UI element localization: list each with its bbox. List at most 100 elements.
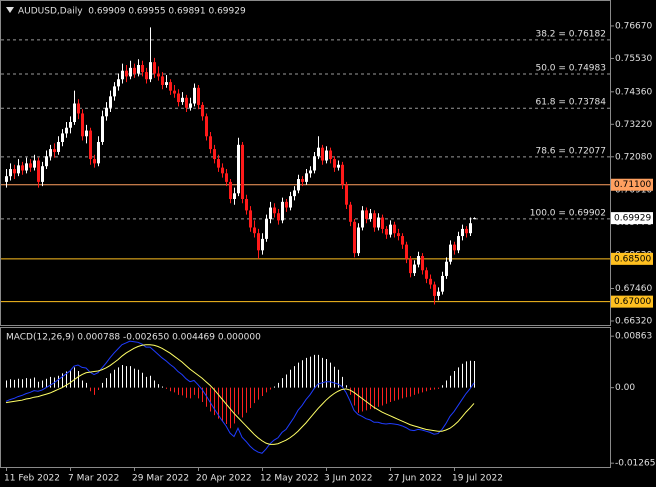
candle-body <box>133 67 136 74</box>
level-label-box <box>611 295 653 308</box>
candle-body <box>13 169 16 174</box>
candle-body <box>377 217 380 228</box>
level-label: 0.68500 <box>614 254 651 264</box>
candle-body <box>33 160 36 168</box>
candle-body <box>229 181 232 199</box>
candle-body <box>217 159 220 168</box>
candle-body <box>117 79 120 87</box>
candle-body <box>449 244 452 262</box>
candle-body <box>73 103 76 123</box>
candle-body <box>129 67 132 77</box>
candle-body <box>409 258 412 274</box>
last-price-box <box>611 212 653 225</box>
candle-body <box>101 116 104 142</box>
candle-body <box>121 70 124 80</box>
candle-body <box>253 227 256 234</box>
candle-body <box>185 97 188 108</box>
candle-body <box>273 207 276 214</box>
candle-body <box>149 62 152 80</box>
candle-body <box>373 213 376 228</box>
x-tick-label: 3 Jun 2022 <box>324 474 372 484</box>
candle-body <box>37 160 40 182</box>
macd-panel-border <box>0 327 611 468</box>
candle-body <box>301 179 304 182</box>
candle-body <box>465 228 468 234</box>
candle-body <box>153 62 156 74</box>
candle-body <box>81 113 84 137</box>
candle-body <box>333 159 336 168</box>
candle-body <box>321 147 324 161</box>
candle-body <box>241 144 244 199</box>
candle-body <box>365 210 368 219</box>
level-label-box <box>611 178 653 191</box>
candle-body <box>349 204 352 222</box>
last-price-label: 0.69929 <box>614 214 651 224</box>
candle-body <box>197 87 200 105</box>
candle-body <box>393 224 396 234</box>
candle-body <box>9 169 12 177</box>
level-label-box <box>611 252 653 265</box>
candle-body <box>329 150 332 160</box>
candle-body <box>113 86 116 97</box>
candle-body <box>141 65 144 73</box>
candle-body <box>125 70 128 77</box>
y-tick-label: 0.00 <box>615 383 635 393</box>
candle-body <box>293 190 296 197</box>
candle-body <box>209 136 212 150</box>
candle-body <box>177 93 180 103</box>
candle-body <box>281 201 284 221</box>
candle-body <box>445 261 448 276</box>
macd-title: MACD(12,26,9) 0.000788 -0.002650 0.00446… <box>6 333 261 343</box>
level-label: 0.67000 <box>614 297 651 307</box>
candle-body <box>389 224 392 235</box>
candle-body <box>317 147 320 157</box>
candle-body <box>261 238 264 251</box>
candle-body <box>205 116 208 137</box>
candle-body <box>297 179 300 191</box>
candle-body <box>441 275 444 292</box>
candle-body <box>381 217 384 229</box>
candle-body <box>21 165 24 171</box>
collapse-icon[interactable] <box>6 7 14 13</box>
candle-body <box>337 164 340 168</box>
candle-body <box>89 130 92 160</box>
x-tick-label: 20 Apr 2022 <box>196 474 252 484</box>
y-tick-label: 0.75530 <box>615 54 652 64</box>
candle-body <box>433 284 436 296</box>
candle-body <box>417 256 420 265</box>
candle-body <box>421 256 424 271</box>
x-tick-label: 12 May 2022 <box>260 474 319 484</box>
candle-body <box>397 233 400 237</box>
candle-body <box>457 236 460 251</box>
candle-body <box>425 270 428 279</box>
candle-body <box>385 228 388 235</box>
candle-body <box>5 176 8 182</box>
macd-line <box>5 340 475 454</box>
candle-body <box>61 133 64 142</box>
candle-body <box>189 103 192 108</box>
candle-body <box>405 244 408 259</box>
candle-body <box>369 213 372 219</box>
candle-body <box>49 149 52 157</box>
candle-body <box>69 122 72 128</box>
candle-body <box>257 233 260 251</box>
candle-body <box>429 278 432 285</box>
candle-body <box>225 173 228 182</box>
candle-body <box>269 207 272 219</box>
candle-body <box>145 72 148 80</box>
fib-label: 50.0 = 0.74983 <box>535 64 606 74</box>
candle-body <box>413 264 416 274</box>
candle-body <box>65 127 68 134</box>
candle-body <box>245 198 248 211</box>
candle-body <box>305 173 308 182</box>
candle-body <box>45 156 48 167</box>
candle-body <box>173 90 176 94</box>
candle-body <box>453 244 456 251</box>
chart-title: AUDUSD,Daily 0.69909 0.69955 0.69891 0.6… <box>18 7 246 17</box>
signal-line <box>5 344 475 445</box>
candle-body <box>237 144 240 194</box>
candle-body <box>309 170 312 174</box>
candle-body <box>313 156 316 171</box>
